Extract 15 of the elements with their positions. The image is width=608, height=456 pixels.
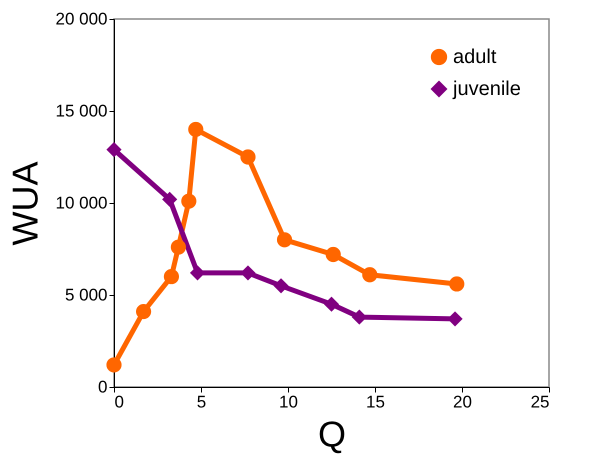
y-tick-label: 0	[98, 378, 108, 396]
legend-label: juvenile	[452, 78, 521, 100]
x-tick-label: 10	[279, 392, 298, 412]
x-axis-title: Q	[318, 414, 346, 454]
y-axis-title: WUA	[4, 162, 46, 246]
y-tick-label: 5 000	[64, 286, 108, 304]
x-tick-label: 25	[530, 392, 550, 412]
y-tick-label: 15 000	[56, 102, 108, 120]
x-tick-label: 15	[366, 392, 385, 412]
legend-label: adult	[453, 46, 497, 68]
x-tick-label: 0	[114, 392, 124, 412]
y-tick-label: 20 000	[56, 10, 108, 28]
y-tick-label: 10 000	[56, 194, 108, 212]
x-tick-label: 5	[196, 392, 206, 412]
x-tick-label: 20	[453, 392, 472, 412]
